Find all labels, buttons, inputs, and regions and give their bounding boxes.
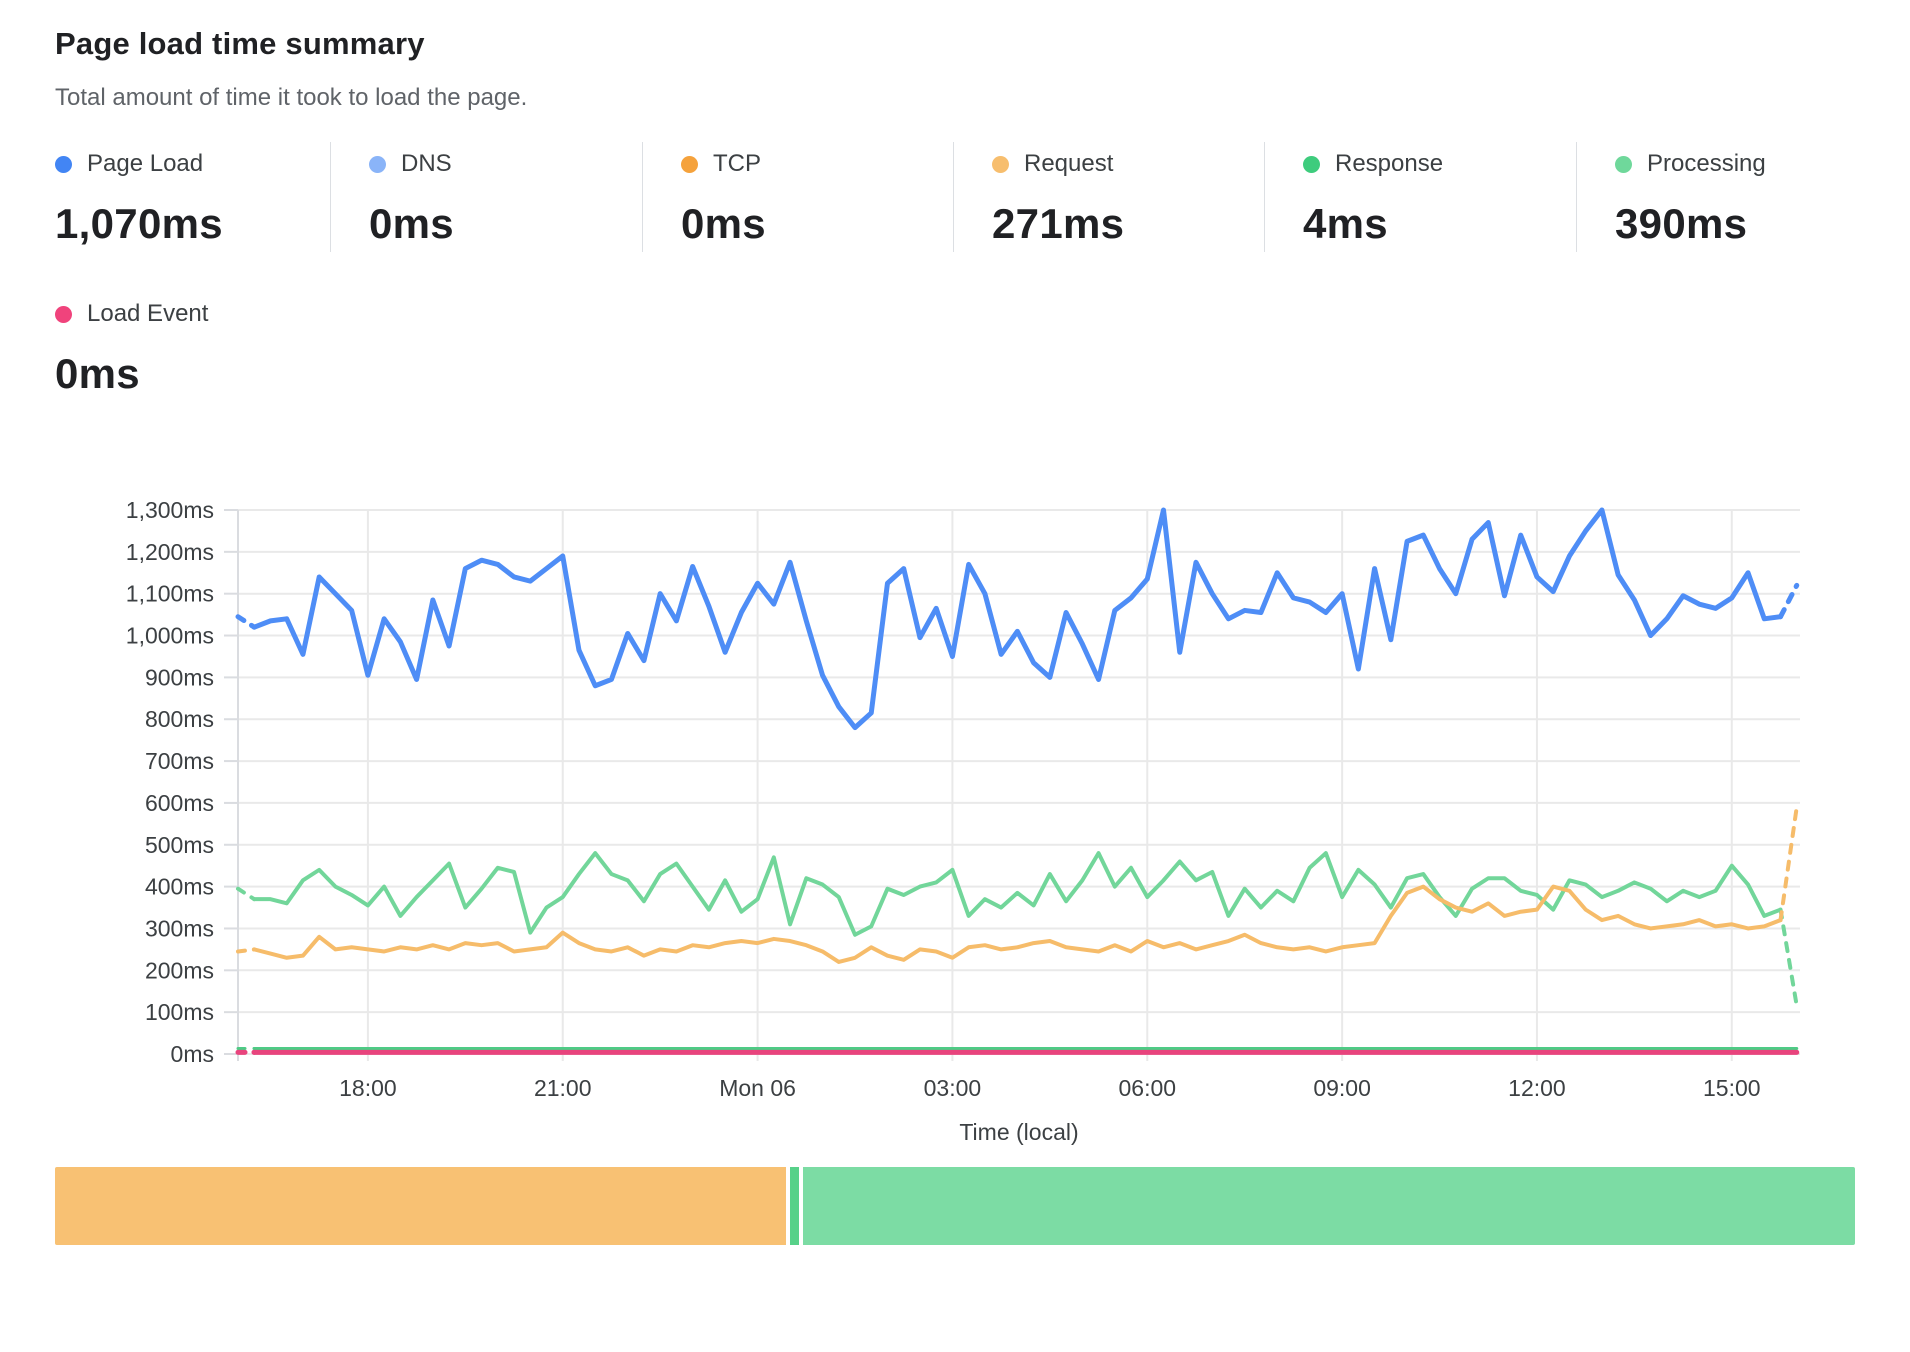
page-load-legend-dot-icon bbox=[55, 155, 72, 173]
page-load-summary-panel: Page load time summary Total amount of t… bbox=[55, 26, 1855, 1245]
y-tick-label: 200ms bbox=[145, 957, 214, 983]
stat-value: 1,070ms bbox=[55, 200, 223, 247]
y-tick-label: 0ms bbox=[171, 1041, 214, 1067]
stat-label: DNS bbox=[401, 150, 452, 177]
processing-line-tail-dash bbox=[1778, 907, 1799, 1008]
bar-segment-request-share[interactable] bbox=[55, 1167, 787, 1245]
stat-tcp: TCP 0ms bbox=[642, 142, 953, 252]
stat-request: Request 271ms bbox=[953, 142, 1264, 252]
stat-label: Processing bbox=[1647, 150, 1766, 177]
y-tick-label: 1,200ms bbox=[126, 539, 214, 565]
stat-processing: Processing 390ms bbox=[1576, 142, 1855, 252]
x-tick-label: Mon 06 bbox=[719, 1075, 796, 1101]
stat-load-event: Load Event 0ms bbox=[55, 292, 1855, 402]
chart-plot[interactable]: 0ms 100ms 200ms 300ms 400ms 500ms 600ms 700ms 80… bbox=[55, 497, 1855, 1162]
request-line-tail-dash bbox=[1778, 805, 1799, 923]
timing-breakdown-bar bbox=[55, 1167, 1855, 1245]
dns-legend-dot-icon bbox=[369, 155, 386, 173]
stat-value: 0ms bbox=[55, 350, 140, 397]
processing-line-head-dash bbox=[236, 886, 257, 902]
stat-label: Load Event bbox=[87, 300, 209, 327]
y-tick-label: 1,100ms bbox=[126, 581, 214, 607]
stat-response: Response 4ms bbox=[1264, 142, 1576, 252]
x-axis-title: Time (local) bbox=[959, 1119, 1078, 1145]
y-tick-label: 1,000ms bbox=[126, 623, 214, 649]
load-time-chart: 0ms 100ms 200ms 300ms 400ms 500ms 600ms 700ms 80… bbox=[55, 497, 1855, 1167]
x-tick-label: 09:00 bbox=[1313, 1075, 1371, 1101]
y-tick-label: 300ms bbox=[145, 915, 214, 941]
x-tick-label: 21:00 bbox=[534, 1075, 592, 1101]
processing-line bbox=[252, 851, 1783, 937]
load-event-legend-dot-icon bbox=[55, 305, 72, 323]
processing-legend-dot-icon bbox=[1615, 155, 1632, 173]
x-tick-label: 03:00 bbox=[924, 1075, 982, 1101]
stat-label: Request bbox=[1024, 150, 1114, 177]
stat-value: 4ms bbox=[1303, 200, 1388, 247]
tcp-legend-dot-icon bbox=[681, 155, 698, 173]
x-tick-label: 18:00 bbox=[339, 1075, 397, 1101]
page-load-line-head-dash bbox=[235, 614, 257, 630]
stat-label: TCP bbox=[713, 150, 761, 177]
y-tick-label: 100ms bbox=[145, 999, 214, 1025]
request-legend-dot-icon bbox=[992, 155, 1009, 173]
request-line bbox=[252, 884, 1783, 964]
stat-dns: DNS 0ms bbox=[330, 142, 642, 252]
stat-label: Response bbox=[1335, 150, 1444, 177]
metric-legend-row-2: Load Event 0ms bbox=[55, 292, 1855, 402]
bar-segment-processing-share[interactable] bbox=[803, 1167, 1855, 1245]
y-tick-label: 800ms bbox=[145, 706, 214, 732]
y-tick-label: 400ms bbox=[145, 874, 214, 900]
x-tick-label: 12:00 bbox=[1508, 1075, 1566, 1101]
y-tick-label: 600ms bbox=[145, 790, 214, 816]
page-load-line-tail-dash bbox=[1778, 582, 1800, 620]
stat-value: 0ms bbox=[369, 200, 454, 247]
bar-segment-response-share[interactable] bbox=[790, 1167, 800, 1245]
response-legend-dot-icon bbox=[1303, 155, 1320, 173]
request-line-head-dash bbox=[236, 947, 257, 954]
stat-label: Page Load bbox=[87, 150, 204, 177]
y-tick-label: 700ms bbox=[145, 748, 214, 774]
stat-value: 0ms bbox=[681, 200, 766, 247]
stat-value: 271ms bbox=[992, 200, 1125, 247]
x-tick-label: 15:00 bbox=[1703, 1075, 1761, 1101]
page-title: Page load time summary bbox=[55, 26, 425, 61]
y-tick-label: 1,300ms bbox=[126, 502, 214, 523]
page-subtitle: Total amount of time it took to load the… bbox=[55, 84, 528, 111]
metric-legend-row: Page Load 1,070ms DNS 0ms TCP 0ms Request 271ms… bbox=[55, 142, 1855, 252]
y-tick-label: 900ms bbox=[145, 664, 214, 690]
page-load-line bbox=[251, 507, 1784, 731]
stat-value: 390ms bbox=[1615, 200, 1748, 247]
stat-page-load: Page Load 1,070ms bbox=[55, 142, 330, 252]
x-tick-label: 06:00 bbox=[1118, 1075, 1176, 1101]
y-tick-label: 500ms bbox=[145, 832, 214, 858]
